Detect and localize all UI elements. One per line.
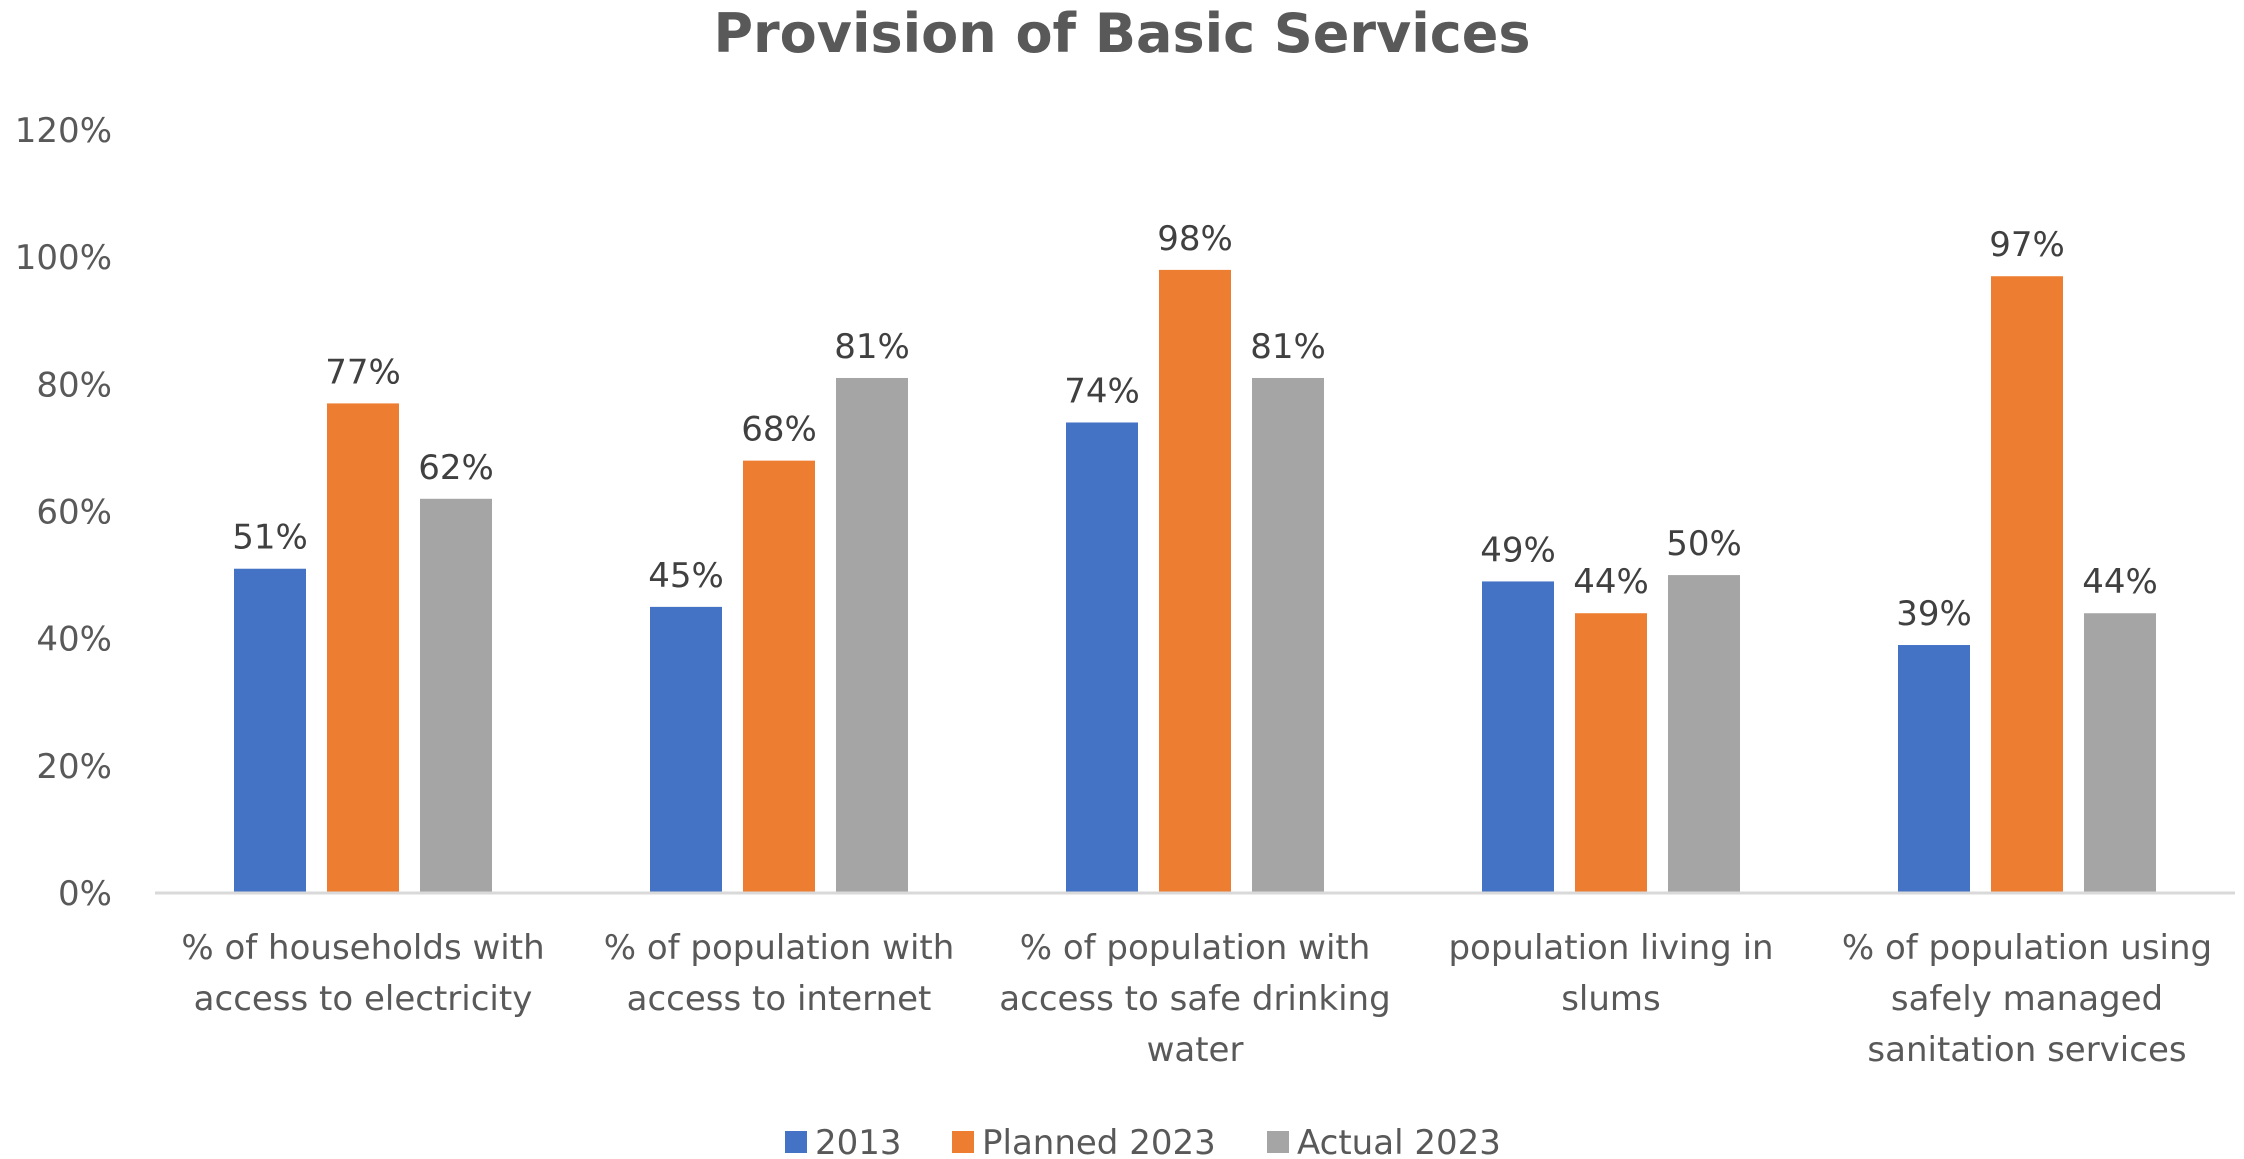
bar — [650, 606, 722, 893]
data-label: 74% — [1064, 371, 1140, 411]
legend: 2013 Planned 2023 Actual 2023 — [785, 1123, 1501, 1159]
data-label: 77% — [325, 352, 401, 392]
data-label: 51% — [232, 518, 308, 558]
bar — [1668, 575, 1740, 893]
data-label: 50% — [1666, 524, 1742, 564]
data-labels: 51% 77% 62% 45% 68% 81% 74% 98% 81% 49% 44% 50% 39% 9… — [232, 219, 2158, 634]
bars — [234, 269, 2156, 894]
data-label: 97% — [1989, 225, 2065, 265]
bar — [1482, 581, 1554, 893]
legend-swatch — [952, 1131, 974, 1153]
x-category-label: population living in slums — [1448, 928, 1773, 1019]
x-category-label: % of population with access to safe drink… — [999, 928, 1390, 1070]
data-label: 49% — [1480, 530, 1556, 570]
data-label: 98% — [1157, 219, 1233, 259]
data-label: 68% — [741, 410, 817, 450]
bar — [1066, 422, 1138, 893]
bar — [743, 460, 815, 893]
x-category-label: % of households with access to electricit… — [181, 928, 544, 1019]
legend-swatch — [785, 1131, 807, 1153]
x-axis: % of households with access to electricit… — [181, 928, 2212, 1070]
legend-swatch — [1267, 1131, 1289, 1153]
bar — [1159, 269, 1231, 894]
y-tick-label: 60% — [36, 493, 112, 533]
bar — [1898, 645, 1970, 893]
data-label: 81% — [1250, 327, 1326, 367]
bar — [234, 568, 306, 893]
bar — [836, 377, 908, 894]
y-tick-label: 40% — [36, 620, 112, 660]
y-tick-label: 120% — [15, 111, 112, 151]
bar — [1575, 613, 1647, 893]
chart-title: Provision of Basic Services — [713, 2, 1530, 65]
data-label: 44% — [1573, 562, 1649, 602]
bar — [1252, 377, 1324, 894]
x-category-label: % of population using safely managed sanit… — [1842, 928, 2212, 1070]
x-category-label: % of population with access to internet — [604, 928, 955, 1019]
bar — [1991, 276, 2063, 893]
y-axis: 0% 20% 40% 60% 80% 100% 120% — [15, 111, 112, 914]
legend-label: 2013 — [815, 1123, 902, 1159]
data-label: 62% — [418, 448, 494, 488]
data-label: 45% — [648, 556, 724, 596]
y-tick-label: 100% — [15, 238, 112, 278]
y-tick-label: 0% — [58, 874, 112, 914]
data-label: 44% — [2082, 562, 2158, 602]
data-label: 39% — [1896, 594, 1972, 634]
legend-label: Actual 2023 — [1297, 1123, 1501, 1159]
bar — [327, 403, 399, 893]
data-label: 81% — [834, 327, 910, 367]
legend-label: Planned 2023 — [982, 1123, 1216, 1159]
y-tick-label: 80% — [36, 365, 112, 405]
y-tick-label: 20% — [36, 747, 112, 787]
bar — [420, 498, 492, 893]
bar — [2084, 613, 2156, 893]
